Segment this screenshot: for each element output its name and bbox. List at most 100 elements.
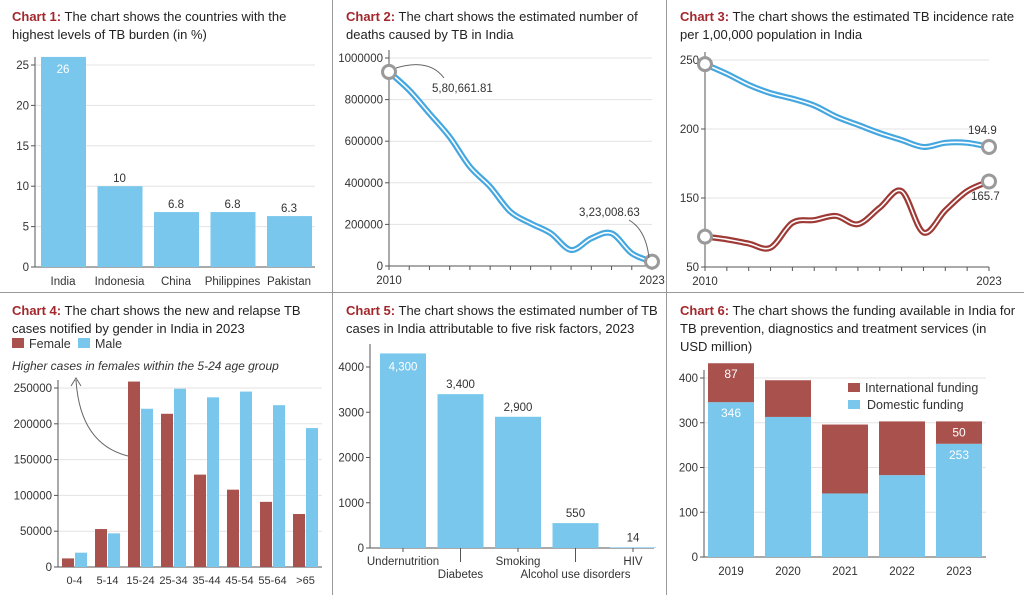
bar (210, 212, 256, 267)
y-tick-label: 200 (680, 124, 699, 136)
chart-6-svg: 0 100 200 300 400 346 87 2019 2020 2021 2022 253 50 2… (679, 363, 986, 578)
bar-female (260, 501, 272, 567)
x-tick-label: 55-64 (258, 575, 286, 587)
chart-5-svg: 0 1000 2000 3000 4000 4,300 Undernutrition 3,40… (338, 344, 656, 581)
bar-male (141, 408, 153, 567)
legend-swatch-female (12, 338, 24, 348)
x-tick-label: 2021 (832, 566, 858, 578)
y-tick-label: 2000 (338, 453, 364, 465)
bar-international (708, 363, 754, 403)
y-tick-label: 150 (680, 193, 699, 205)
y-tick-label: 25 (16, 60, 29, 72)
x-tick-label: >65 (296, 575, 315, 587)
bar-female (293, 514, 305, 567)
series-line-highlight (704, 63, 990, 148)
bar-female (194, 474, 206, 567)
chart-number: Chart 2: (346, 9, 396, 24)
y-tick-label: 200 (679, 463, 698, 475)
chart-number: Chart 3: (680, 9, 730, 24)
x-tick-label: HIV (623, 556, 643, 568)
x-tick-label: Smoking (496, 556, 541, 568)
chart-title: Chart 1: The chart shows the countries w… (12, 8, 324, 44)
x-tick-label: 15-24 (126, 575, 154, 587)
legend-swatch-domestic (848, 400, 860, 409)
y-tick-label: 10 (16, 181, 29, 193)
bar-female (95, 529, 107, 567)
x-tick-label: China (161, 276, 192, 288)
y-tick-label: 0 (358, 543, 364, 555)
data-label: 26 (57, 64, 70, 76)
x-tick-label: 25-34 (159, 575, 187, 587)
annotation: 3,23,008.63 (579, 207, 640, 219)
y-tick-label: 50 (686, 262, 699, 274)
y-tick-label: 300 (679, 418, 698, 430)
y-tick-label: 400000 (345, 178, 383, 190)
x-tick-label: Undernutrition (367, 556, 439, 568)
chart-title: Chart 5: The chart shows the estimated n… (346, 302, 658, 338)
data-label: 14 (627, 532, 640, 544)
series-line-highlight (388, 71, 653, 263)
annotation: 165.7 (971, 191, 1000, 203)
divider (666, 0, 667, 595)
annotation-leader (395, 64, 445, 79)
arrowhead-icon (70, 377, 82, 387)
bar-domestic (765, 416, 811, 557)
x-tick-label: Indonesia (95, 276, 145, 288)
data-label: 3,400 (446, 379, 475, 391)
chart-number: Chart 1: (12, 9, 62, 24)
data-label: 346 (721, 406, 741, 420)
series-line-highlight (704, 180, 990, 250)
chart-6-panel: Chart 6: The chart shows the funding ava… (668, 294, 1024, 595)
y-tick-label: 200000 (345, 219, 383, 231)
x-tick-label: India (51, 276, 77, 288)
y-tick-label: 0 (377, 261, 383, 273)
bar (437, 394, 484, 548)
data-label: 4,300 (389, 361, 418, 373)
x-tick-label: Pakistan (267, 276, 311, 288)
series-line (702, 178, 992, 252)
bar-international (822, 424, 868, 494)
bar (41, 56, 86, 267)
chart-title: Chart 4: The chart shows the new and rel… (12, 302, 324, 338)
legend-label: International funding (865, 381, 978, 395)
y-tick-label: 20 (16, 100, 29, 112)
x-tick-label: 2010 (376, 275, 402, 287)
y-tick-label: 250000 (14, 383, 52, 395)
bar (380, 353, 426, 548)
x-tick-label: Alcohol use disorders (521, 569, 631, 581)
annotation-leader (628, 219, 650, 259)
divider (332, 0, 333, 595)
chart-title-text: The chart shows the estimated TB inciden… (680, 9, 1015, 42)
y-tick-label: 50000 (20, 526, 52, 538)
bar (610, 547, 656, 548)
legend-label: Domestic funding (867, 398, 964, 412)
chart-title: Chart 2: The chart shows the estimated n… (346, 8, 658, 44)
y-tick-label: 400 (679, 373, 698, 385)
data-label: 6.3 (281, 203, 297, 215)
bar (154, 212, 199, 267)
bar-domestic (879, 475, 925, 557)
chart-title-text: The chart shows the new and relapse TB c… (12, 303, 301, 336)
x-tick-label: 0-4 (67, 575, 83, 587)
chart-3-svg: 50 150 200 250 2010 2023 194.9 165.7 (680, 52, 1002, 288)
annotation: 5,80,661.81 (432, 83, 493, 95)
data-label: 6.8 (225, 199, 241, 211)
y-tick-label: 4000 (338, 362, 364, 374)
data-label: 10 (113, 173, 126, 185)
divider (0, 292, 1024, 293)
chart-4-svg: Female Male Higher cases in females within… (12, 337, 322, 587)
x-tick-label: Philippines (205, 276, 261, 288)
data-label: 550 (566, 508, 585, 520)
bar-male (75, 552, 87, 567)
chart-1-svg: 0 5 10 15 20 25 26 India 10 Indonesia 6.8 China 6.8 P… (16, 56, 315, 288)
legend-swatch-international (848, 383, 860, 392)
y-tick-label: 250 (680, 55, 699, 67)
legend-swatch-male (78, 338, 90, 348)
x-tick-label: 2020 (775, 566, 801, 578)
bar-domestic (708, 402, 754, 557)
chart-number: Chart 5: (346, 303, 396, 318)
chart-2-panel: Chart 2: The chart shows the estimated n… (334, 0, 666, 292)
annotation-arrow (75, 379, 129, 457)
y-tick-label: 600000 (345, 136, 383, 148)
x-tick-label: 2019 (718, 566, 744, 578)
